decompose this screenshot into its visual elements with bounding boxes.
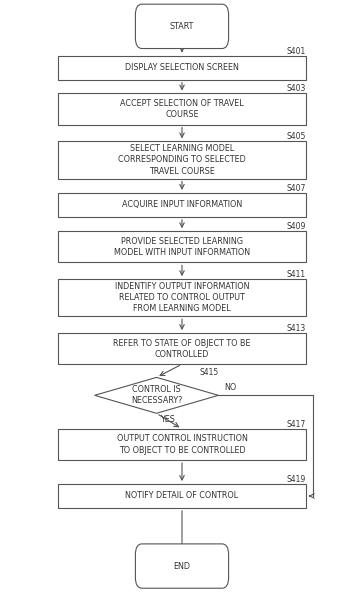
FancyBboxPatch shape [58, 484, 306, 508]
Text: END: END [174, 561, 190, 571]
Text: S401: S401 [286, 47, 306, 56]
FancyBboxPatch shape [58, 141, 306, 179]
Text: START: START [170, 22, 194, 31]
FancyBboxPatch shape [58, 231, 306, 262]
Text: NOTIFY DETAIL OF CONTROL: NOTIFY DETAIL OF CONTROL [126, 491, 238, 501]
FancyBboxPatch shape [135, 544, 229, 588]
Text: S411: S411 [286, 270, 306, 279]
Polygon shape [95, 377, 218, 413]
FancyBboxPatch shape [58, 279, 306, 316]
Text: PROVIDE SELECTED LEARNING
MODEL WITH INPUT INFORMATION: PROVIDE SELECTED LEARNING MODEL WITH INP… [114, 237, 250, 257]
Text: DISPLAY SELECTION SCREEN: DISPLAY SELECTION SCREEN [125, 63, 239, 72]
FancyBboxPatch shape [135, 4, 229, 49]
Text: CONTROL IS
NECESSARY?: CONTROL IS NECESSARY? [131, 385, 182, 406]
Text: S405: S405 [286, 132, 306, 141]
FancyBboxPatch shape [58, 56, 306, 80]
Text: S407: S407 [286, 184, 306, 193]
Text: S417: S417 [286, 420, 306, 429]
FancyBboxPatch shape [58, 429, 306, 460]
Text: OUTPUT CONTROL INSTRUCTION
TO OBJECT TO BE CONTROLLED: OUTPUT CONTROL INSTRUCTION TO OBJECT TO … [116, 434, 248, 455]
Text: S419: S419 [286, 475, 306, 484]
Text: NO: NO [224, 383, 236, 392]
FancyBboxPatch shape [58, 333, 306, 364]
Text: S413: S413 [286, 324, 306, 333]
Text: INDENTIFY OUTPUT INFORMATION
RELATED TO CONTROL OUTPUT
FROM LEARNING MODEL: INDENTIFY OUTPUT INFORMATION RELATED TO … [115, 282, 249, 313]
Text: ACQUIRE INPUT INFORMATION: ACQUIRE INPUT INFORMATION [122, 200, 242, 210]
FancyBboxPatch shape [58, 193, 306, 217]
Text: SELECT LEARNING MODEL
CORRESPONDING TO SELECTED
TRAVEL COURSE: SELECT LEARNING MODEL CORRESPONDING TO S… [118, 144, 246, 176]
Text: S415: S415 [199, 368, 218, 377]
Text: ACCEPT SELECTION OF TRAVEL
COURSE: ACCEPT SELECTION OF TRAVEL COURSE [120, 99, 244, 119]
Text: YES: YES [160, 415, 175, 424]
FancyBboxPatch shape [58, 93, 306, 125]
Text: S409: S409 [286, 222, 306, 231]
Text: S403: S403 [286, 84, 306, 93]
Text: REFER TO STATE OF OBJECT TO BE
CONTROLLED: REFER TO STATE OF OBJECT TO BE CONTROLLE… [113, 338, 251, 359]
